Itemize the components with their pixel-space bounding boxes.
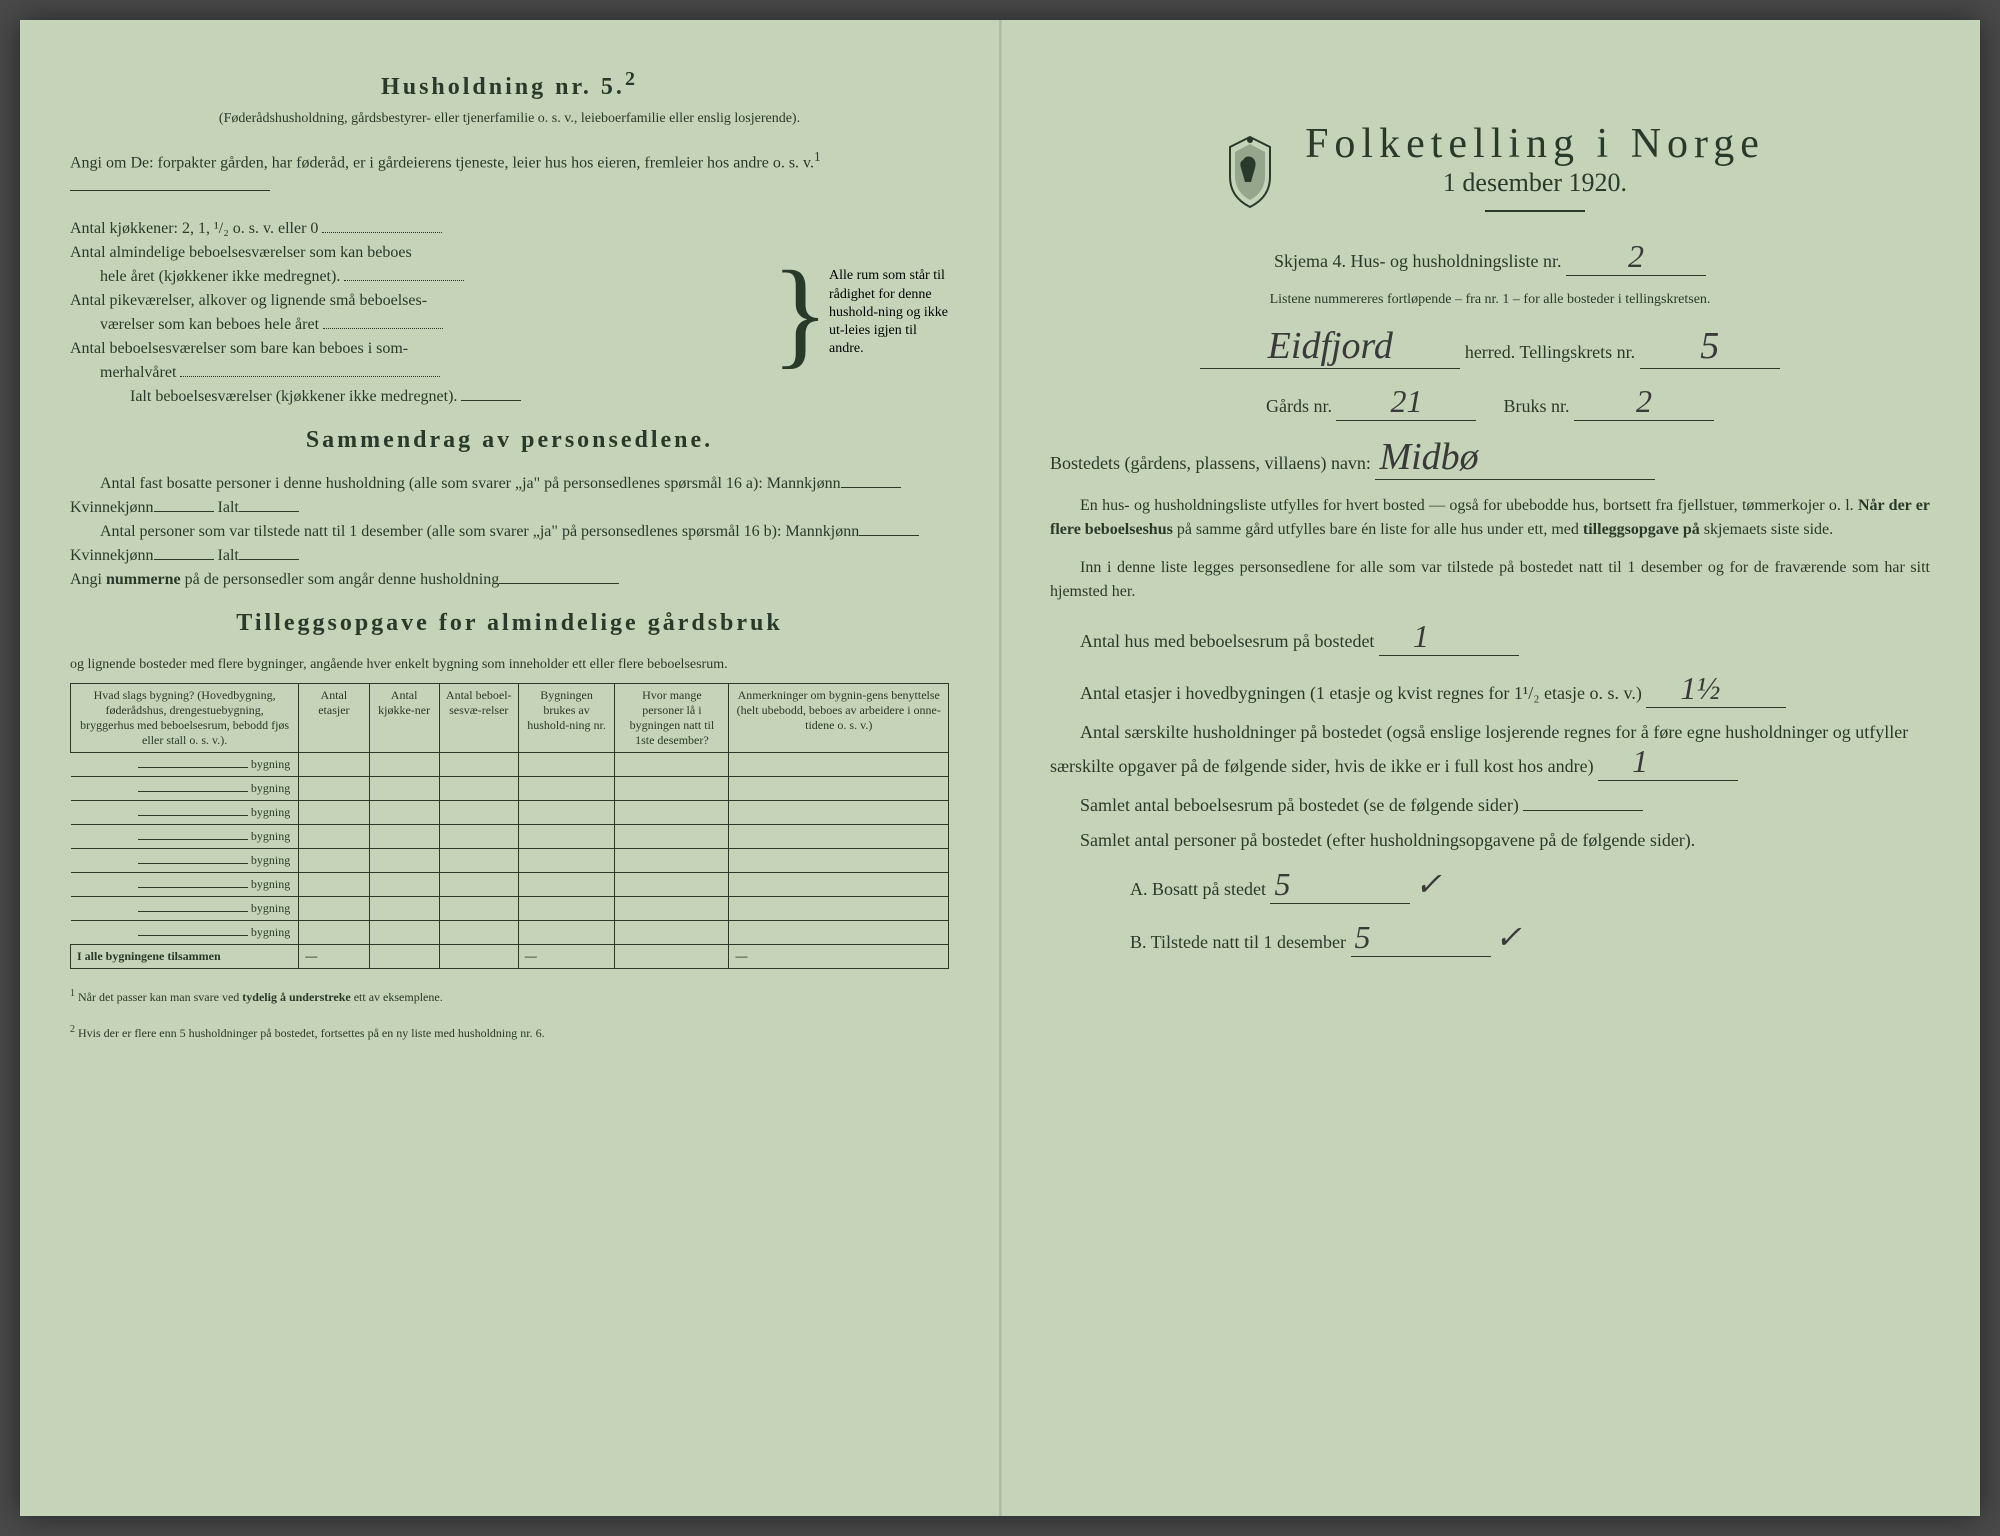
gards-value: 21 [1390, 383, 1422, 419]
census-document: Husholdning nr. 5.2 (Føderådshusholdning… [20, 20, 1980, 1516]
bosted-value: Midbø [1379, 436, 1478, 478]
page-title: Folketelling i Norge [1305, 120, 1765, 168]
sammen-p1: Antal fast bosatte personer i denne hush… [70, 472, 949, 520]
title-rule [1485, 210, 1585, 212]
tillegg-heading: Tilleggsopgave for almindelige gårdsbruk [70, 610, 949, 637]
q4: Samlet antal beboelsesrum på bostedet (s… [1050, 795, 1930, 816]
qB-value: 5 [1355, 919, 1371, 955]
row-pike-a: Antal pikeværelser, alkover og lignende … [70, 289, 771, 313]
th-4: Bygningen brukes av hushold-ning nr. [518, 683, 615, 752]
left-page: Husholdning nr. 5.2 (Føderådshusholdning… [20, 20, 1000, 1516]
total-dash2: — [518, 944, 615, 968]
th-6: Anmerkninger om bygnin-gens benyttelse (… [729, 683, 949, 752]
row-kjokken: Antal kjøkkener: 2, 1, ¹/₂ o. s. v. elle… [70, 217, 771, 241]
th-2: Antal kjøkke-ner [369, 683, 439, 752]
para-1: En hus- og husholdningsliste utfylles fo… [1050, 494, 1930, 542]
q3-value: 1 [1632, 743, 1648, 779]
table-row: bygning [71, 872, 949, 896]
row-sommer-a: Antal beboelsesværelser som bare kan beb… [70, 337, 771, 361]
page-subtitle: 1 desember 1920. [1305, 168, 1765, 198]
krets-value: 5 [1700, 325, 1719, 367]
table-total-row: I alle bygningene tilsammen — — — [71, 944, 949, 968]
brace-text: Alle rum som står til rådighet for denne… [829, 267, 949, 358]
th-3: Antal beboel-sesvæ-relser [439, 683, 518, 752]
skjema-line: Skjema 4. Hus- og husholdningsliste nr. … [1050, 238, 1930, 276]
household-heading: Husholdning nr. 5.2 [70, 68, 949, 101]
th-1: Antal etasjer [299, 683, 369, 752]
q1-value: 1 [1413, 618, 1429, 654]
row-pike-b: værelser som kan beboes hele året [70, 313, 771, 337]
footer-2: 2 Hvis der er flere enn 5 husholdninger … [70, 1023, 949, 1042]
table-row: bygning [71, 920, 949, 944]
qA: A. Bosatt på stedet 5 ✓ [1050, 865, 1930, 904]
total-dash3: — [729, 944, 949, 968]
q3: Antal særskilte husholdninger på bostede… [1050, 722, 1930, 781]
row-alm-a: Antal almindelige beboelsesværelser som … [70, 241, 771, 265]
qB: B. Tilstede natt til 1 desember 5 ✓ [1050, 918, 1930, 957]
qA-check: ✓ [1415, 866, 1442, 902]
table-row: bygning [71, 824, 949, 848]
table-row: bygning [71, 848, 949, 872]
q1: Antal hus med beboelsesrum på bostedet 1 [1050, 618, 1930, 656]
right-page: Folketelling i Norge 1 desember 1920. Sk… [1000, 20, 1980, 1516]
table-row: bygning [71, 776, 949, 800]
angi-line: Angi om De: forpakter gården, har føderå… [70, 147, 949, 199]
table-row: bygning [71, 752, 949, 776]
row-alm-b: hele året (kjøkkener ikke medregnet). [70, 265, 771, 289]
building-table: Hvad slags bygning? (Hovedbygning, føder… [70, 683, 949, 969]
heading-sub: (Føderådshusholdning, gårdsbestyrer- ell… [70, 109, 949, 129]
q2-value: 1½ [1680, 670, 1720, 706]
q5: Samlet antal personer på bostedet (efter… [1050, 830, 1930, 851]
th-5: Hvor mange personer lå i bygningen natt … [615, 683, 729, 752]
row-sommer-b: merhalvåret [70, 361, 771, 385]
rooms-group: Antal kjøkkener: 2, 1, ¹/₂ o. s. v. elle… [70, 217, 949, 409]
herred-line: Eidfjord herred. Tellingskrets nr. 5 [1050, 324, 1930, 369]
total-label: I alle bygningene tilsammen [71, 944, 299, 968]
sammen-p2: Antal personer som var tilstede natt til… [70, 520, 949, 568]
brace-icon: } [771, 265, 829, 361]
para-2: Inn i denne liste legges personsedlene f… [1050, 556, 1930, 604]
bosted-line: Bostedets (gårdens, plassens, villaens) … [1050, 435, 1930, 480]
row-ialt: Ialt beboelsesværelser (kjøkkener ikke m… [70, 385, 771, 409]
gards-line: Gårds nr. 21 Bruks nr. 2 [1050, 383, 1930, 421]
total-dash: — [299, 944, 369, 968]
qB-check: ✓ [1495, 919, 1522, 955]
qA-value: 5 [1274, 866, 1290, 902]
table-header-row: Hvad slags bygning? (Hovedbygning, føder… [71, 683, 949, 752]
table-row: bygning [71, 800, 949, 824]
herred-value: Eidfjord [1268, 325, 1393, 367]
coat-of-arms-icon [1215, 132, 1285, 212]
th-0: Hvad slags bygning? (Hovedbygning, føder… [71, 683, 299, 752]
sammen-p3: Angi nummerne på de personsedler som ang… [70, 568, 949, 592]
tillegg-sub: og lignende bosteder med flere bygninger… [70, 655, 949, 675]
table-row: bygning [71, 896, 949, 920]
sammendrag-heading: Sammendrag av personsedlene. [70, 427, 949, 454]
title-row: Folketelling i Norge 1 desember 1920. [1050, 120, 1930, 224]
bruks-value: 2 [1636, 383, 1652, 419]
footer-1: 1 Når det passer kan man svare ved tydel… [70, 987, 949, 1006]
skjema-nr-value: 2 [1628, 238, 1644, 274]
liste-note: Listene nummereres fortløpende – fra nr.… [1050, 290, 1930, 310]
q2: Antal etasjer i hovedbygningen (1 etasje… [1050, 670, 1930, 708]
